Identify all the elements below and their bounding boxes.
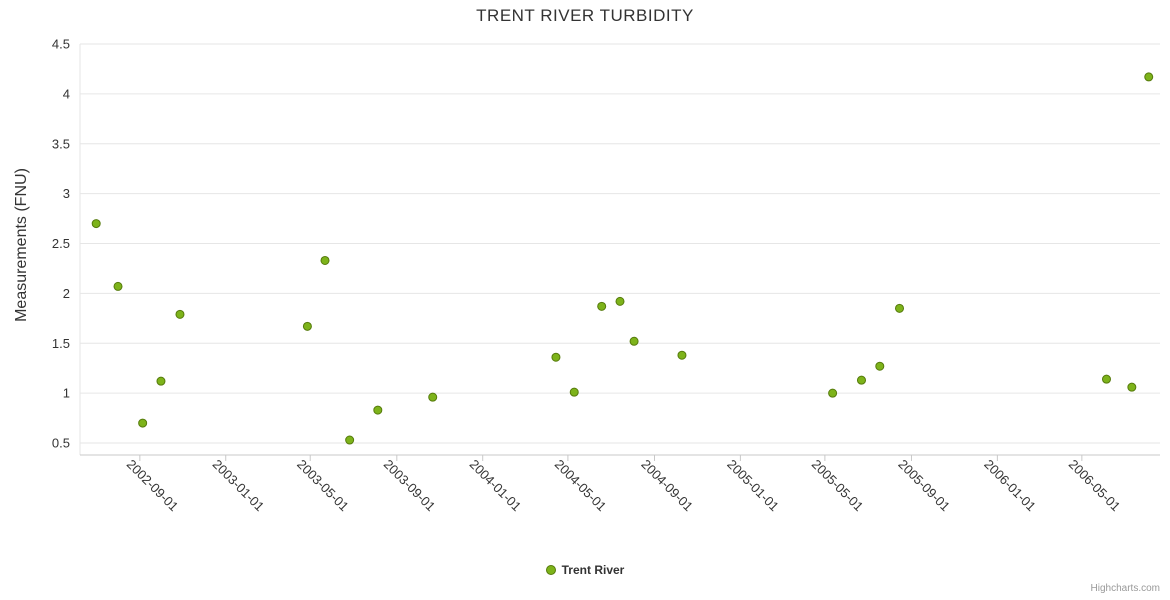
scatter-point[interactable] [428,392,438,402]
scatter-point[interactable] [615,296,625,306]
y-axis-tick-label: 0.5 [52,436,70,451]
scatter-point[interactable] [677,350,687,360]
x-axis-tick-label: 2004-09-01 [638,457,696,515]
x-axis-tick-label: 2004-05-01 [552,457,610,515]
scatter-point[interactable] [373,405,383,415]
scatter-point[interactable] [895,303,905,313]
scatter-point[interactable] [156,376,166,386]
y-axis-tick-label: 3.5 [52,136,70,151]
highcharts-credits-link[interactable]: Highcharts.com [1090,583,1160,594]
scatter-point[interactable] [175,309,185,319]
scatter-point[interactable] [875,361,885,371]
scatter-point[interactable] [1101,374,1111,384]
scatter-point[interactable] [320,255,330,265]
x-axis-tick-label: 2005-05-01 [809,457,867,515]
x-axis-tick-label: 2005-09-01 [895,457,953,515]
x-axis-tick-label: 2003-01-01 [210,457,268,515]
y-axis-tick-label: 2.5 [52,236,70,251]
scatter-point[interactable] [1144,72,1154,82]
x-axis-tick-label: 2006-05-01 [1066,457,1124,515]
scatter-point[interactable] [569,387,579,397]
y-axis-tick-label: 3 [63,186,70,201]
scatter-point[interactable] [551,352,561,362]
scatter-point[interactable] [1127,382,1137,392]
legend-marker-icon [545,564,556,575]
scatter-point[interactable] [113,281,123,291]
x-axis-tick-label: 2003-09-01 [381,457,439,515]
x-axis-tick-label: 2003-05-01 [294,457,352,515]
chart-title: TRENT RIVER TURBIDITY [476,6,694,25]
y-axis-tick-label: 4.5 [52,37,70,52]
scatter-point[interactable] [828,388,838,398]
legend-label: Trent River [561,562,625,577]
y-axis-tick-label: 2 [63,286,70,301]
scatter-point[interactable] [629,336,639,346]
legend[interactable]: Trent River [0,561,1170,579]
scatter-point[interactable] [91,219,101,229]
scatter-point[interactable] [345,435,355,445]
x-axis-tick-label: 2004-01-01 [467,457,525,515]
scatter-point[interactable] [856,375,866,385]
scatter-point[interactable] [138,418,148,428]
scatter-point[interactable] [597,301,607,311]
x-axis-tick-label: 2005-01-01 [724,457,782,515]
x-axis-tick-label: 2002-09-01 [124,457,182,515]
y-axis-tick-label: 1 [63,386,70,401]
scatter-point[interactable] [302,321,312,331]
y-axis-tick-label: 4 [63,86,70,101]
x-axis-tick-label: 2006-01-01 [981,457,1039,515]
y-axis-tick-label: 1.5 [52,336,70,351]
